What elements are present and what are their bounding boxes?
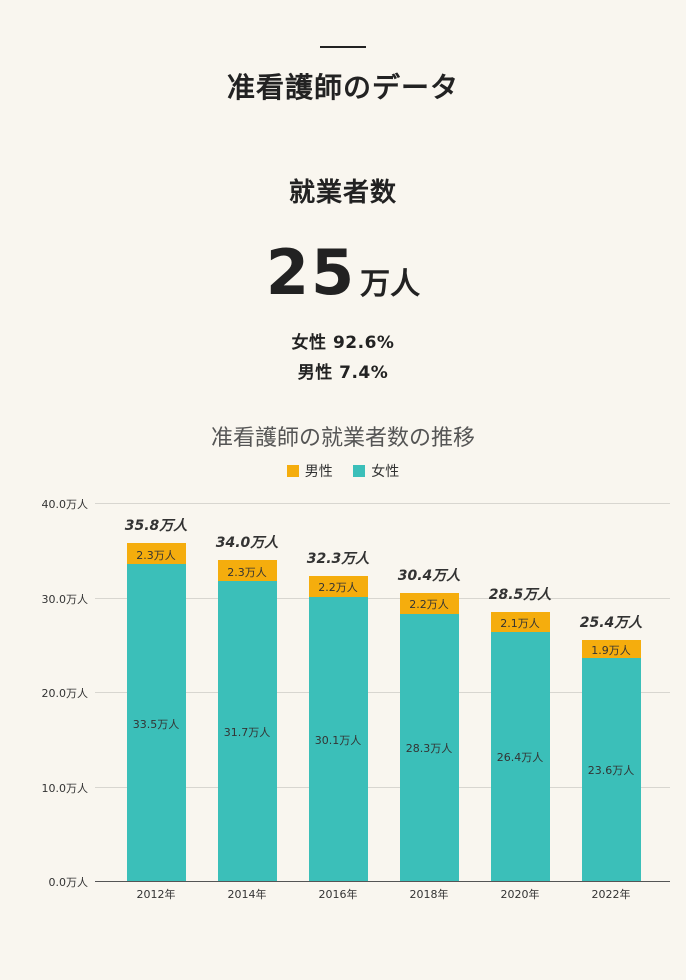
x-axis-tick-label: 2016年 — [318, 888, 358, 901]
bar-female-segment — [308, 596, 368, 881]
bar-female-segment — [581, 657, 641, 881]
chart-title: 准看護師の就業者数の推移 — [210, 426, 475, 451]
bar-male-segment — [399, 592, 459, 614]
bar-male-segment — [581, 640, 641, 658]
employment-value: 25 — [265, 236, 357, 309]
total-value-label: 35.8万人 — [124, 517, 188, 534]
y-axis-tick-label: 30.0万人 — [41, 592, 89, 606]
bar-male-segment — [217, 559, 277, 582]
y-axis-tick-label: 10.0万人 — [41, 781, 89, 795]
legend-label-male: 男性 — [304, 464, 333, 480]
x-axis-tick-label: 2018年 — [409, 888, 449, 901]
x-axis-tick-label: 2020年 — [500, 888, 540, 901]
bar-male-segment — [490, 611, 550, 632]
total-value-label: 28.5万人 — [488, 586, 552, 603]
legend-swatch-male — [286, 465, 299, 477]
legend-swatch-female — [353, 465, 366, 477]
y-axis-tick-label: 40.0万人 — [41, 498, 89, 511]
bar-female-segment — [490, 631, 550, 881]
female-ratio: 女性 92.6% — [291, 333, 395, 353]
gridline — [95, 692, 670, 693]
y-axis-tick-label: 20.0万人 — [41, 687, 89, 700]
male-ratio: 男性 7.4% — [297, 363, 389, 383]
male-value-label: 2.3万人 — [136, 548, 176, 562]
female-value-label: 31.7万人 — [223, 726, 271, 740]
bar-female-segment — [126, 564, 186, 881]
x-axis-tick-label: 2022年 — [591, 888, 631, 901]
female-value-label: 30.1万人 — [314, 733, 362, 747]
page-title: 准看護師のデータ — [226, 71, 459, 104]
total-value-label: 25.4万人 — [579, 615, 643, 632]
female-value-label: 26.4万人 — [496, 751, 544, 765]
total-value-label: 34.0万人 — [215, 534, 279, 551]
female-value-label: 28.3万人 — [405, 742, 453, 756]
gridline — [95, 597, 670, 599]
total-value-label: 32.3万人 — [306, 550, 370, 567]
total-value-label: 30.4万人 — [397, 567, 461, 584]
section-title-employment: 就業者数 — [288, 178, 397, 208]
bar-female-segment — [399, 613, 459, 881]
x-axis-tick-label: 2012年 — [136, 888, 176, 901]
male-value-label: 2.1万人 — [500, 616, 540, 630]
male-value-label: 2.3万人 — [227, 565, 267, 579]
legend-label-female: 女性 — [371, 464, 400, 480]
male-value-label: 2.2万人 — [409, 598, 449, 612]
bar-female-segment — [217, 581, 277, 881]
bar-male-segment — [308, 575, 368, 597]
y-axis-tick-label: 0.0万人 — [48, 876, 89, 889]
gridline — [95, 786, 670, 788]
male-value-label: 2.2万人 — [318, 581, 358, 595]
chart-legend: 男性 女性 — [0, 461, 686, 481]
employment-unit: 万人 — [360, 267, 421, 302]
female-value-label: 33.5万人 — [132, 717, 180, 731]
employment-total: 25 万人 — [0, 236, 686, 309]
x-axis-line — [95, 881, 670, 882]
male-value-label: 1.9万人 — [591, 644, 631, 657]
female-value-label: 23.6万人 — [587, 764, 635, 778]
title-divider — [320, 46, 366, 48]
bar-male-segment — [126, 542, 186, 565]
legend-item-male: 男性 — [286, 461, 333, 481]
legend-item-female: 女性 — [353, 461, 399, 481]
gridline — [95, 503, 670, 504]
x-axis-tick-label: 2014年 — [227, 888, 267, 901]
